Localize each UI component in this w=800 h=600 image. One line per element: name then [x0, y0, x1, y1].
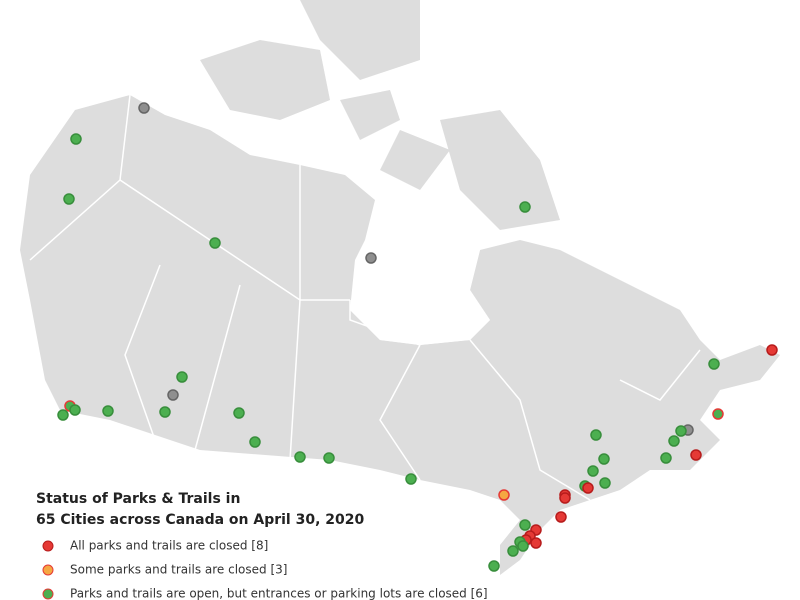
city-marker — [138, 102, 150, 114]
legend-marker — [42, 540, 54, 552]
city-marker — [708, 358, 720, 370]
city-marker — [675, 425, 687, 437]
city-marker — [167, 389, 179, 401]
city-marker — [365, 252, 377, 264]
city-marker — [488, 560, 500, 572]
city-marker — [176, 371, 188, 383]
city-marker — [249, 436, 261, 448]
city-marker — [519, 201, 531, 213]
city-marker — [559, 492, 571, 504]
city-marker — [582, 482, 594, 494]
legend-item: Some parks and trails are closed [3] — [70, 563, 287, 577]
legend-title: 65 Cities across Canada on April 30, 202… — [36, 512, 365, 528]
city-marker — [660, 452, 672, 464]
city-marker — [690, 449, 702, 461]
legend-item: Parks and trails are open, but entrances… — [70, 587, 488, 600]
city-markers — [57, 102, 778, 572]
legend-item: All parks and trails are closed [8] — [70, 539, 268, 553]
borders — [29, 94, 701, 501]
city-marker — [587, 465, 599, 477]
city-marker — [69, 404, 81, 416]
city-marker — [712, 408, 724, 420]
city-marker — [102, 405, 114, 417]
city-marker — [323, 452, 335, 464]
city-marker — [519, 519, 531, 531]
city-marker — [209, 237, 221, 249]
legend-marker — [42, 564, 54, 576]
city-marker — [294, 451, 306, 463]
city-marker — [598, 453, 610, 465]
city-marker — [517, 540, 529, 552]
city-marker — [498, 489, 510, 501]
city-marker — [507, 545, 519, 557]
city-marker — [63, 193, 75, 205]
city-marker — [233, 407, 245, 419]
land — [20, 0, 780, 575]
city-marker — [599, 477, 611, 489]
city-marker — [405, 473, 417, 485]
city-marker — [57, 409, 69, 421]
city-marker — [530, 537, 542, 549]
city-marker — [766, 344, 778, 356]
city-marker — [668, 435, 680, 447]
legend-marker — [42, 588, 54, 600]
city-marker — [590, 429, 602, 441]
city-marker — [555, 511, 567, 523]
legend-title: Status of Parks & Trails in — [36, 491, 240, 507]
city-marker — [159, 406, 171, 418]
city-marker — [70, 133, 82, 145]
